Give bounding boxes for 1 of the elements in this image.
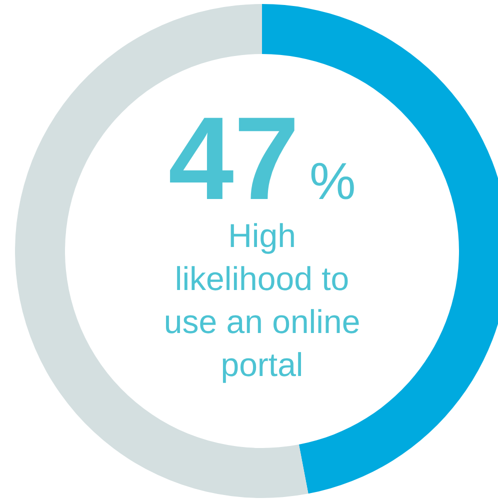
text: High likelihood to use an online portal [164, 217, 360, 383]
